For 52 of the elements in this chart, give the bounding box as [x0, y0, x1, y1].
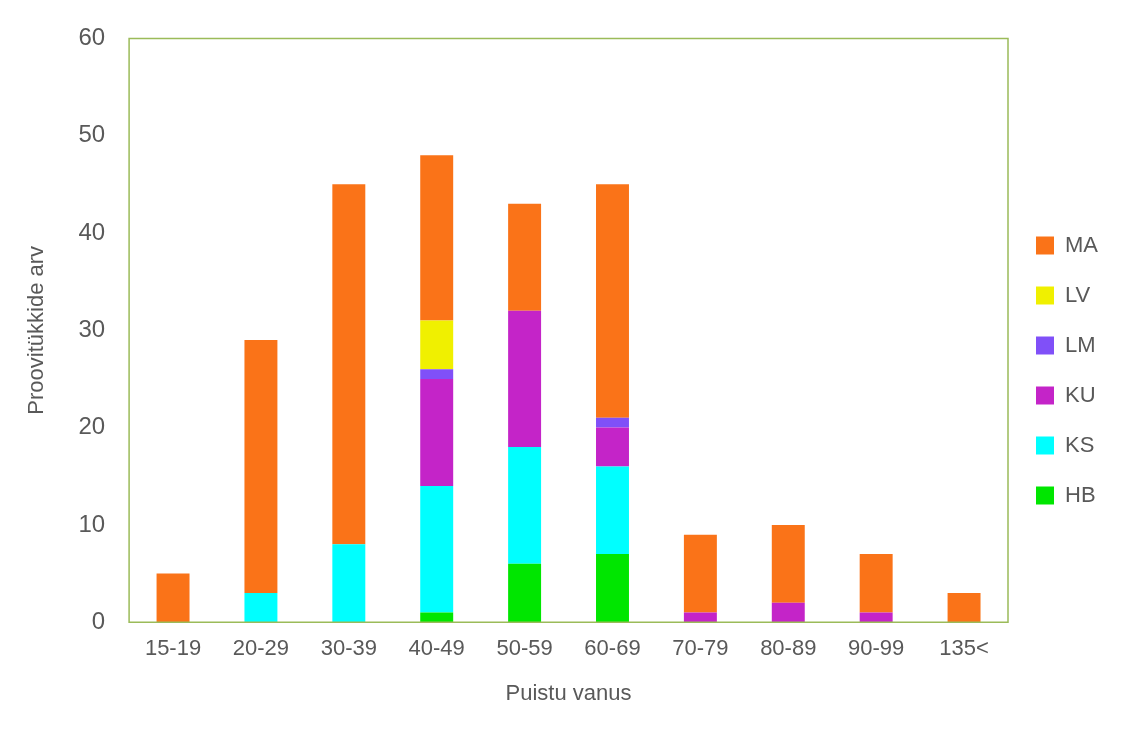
bar	[596, 184, 629, 418]
bar	[508, 563, 542, 623]
bar	[420, 485, 454, 613]
legend-label: HB	[1065, 481, 1096, 507]
bar	[771, 602, 805, 623]
bar	[683, 534, 717, 613]
bar	[947, 593, 981, 623]
y-axis-title: Proovitükkide arv	[23, 245, 49, 415]
y-tick-label: 60	[78, 23, 106, 51]
x-tick-label: 30-39	[320, 635, 377, 661]
legend-label: KU	[1065, 381, 1096, 407]
y-tick-label: 30	[78, 314, 106, 342]
bar	[508, 310, 542, 448]
bar	[244, 593, 278, 623]
x-tick-label: 80-89	[760, 635, 817, 661]
bar	[420, 320, 454, 370]
x-tick-label: 15-19	[144, 635, 202, 661]
bar	[156, 573, 190, 623]
x-tick-label: 90-99	[848, 635, 905, 661]
x-tick-label: 135<	[939, 635, 989, 661]
bar	[332, 544, 366, 623]
y-tick-label: 10	[78, 509, 106, 537]
bar	[683, 612, 717, 623]
bar	[508, 203, 542, 311]
bar	[859, 554, 893, 613]
bar	[420, 155, 454, 321]
bar	[420, 378, 454, 486]
x-tick-label: 50-59	[496, 635, 553, 661]
bar	[332, 184, 366, 545]
legend-label: MA	[1065, 231, 1099, 257]
bar	[771, 524, 805, 603]
bar	[596, 554, 629, 623]
x-tick-label: 20-29	[232, 635, 290, 661]
bar	[420, 369, 454, 379]
x-tick-label: 40-49	[408, 635, 465, 661]
bar	[859, 612, 893, 623]
x-tick-label: 70-79	[672, 635, 729, 661]
y-tick-label: 40	[78, 217, 106, 245]
x-axis-title: Puistu vanus	[505, 679, 632, 705]
bar	[420, 612, 454, 623]
bar	[244, 340, 278, 594]
legend-label: LV	[1065, 281, 1091, 307]
bar	[596, 417, 629, 428]
legend-label: LM	[1065, 331, 1096, 357]
x-tick-label: 60-69	[584, 635, 641, 661]
bar	[596, 466, 629, 555]
bar	[596, 427, 629, 467]
y-tick-label: 0	[91, 606, 106, 634]
y-tick-label: 20	[78, 412, 106, 440]
bar	[508, 447, 542, 564]
y-tick-label: 50	[78, 120, 106, 148]
legend-label: KS	[1065, 431, 1095, 457]
